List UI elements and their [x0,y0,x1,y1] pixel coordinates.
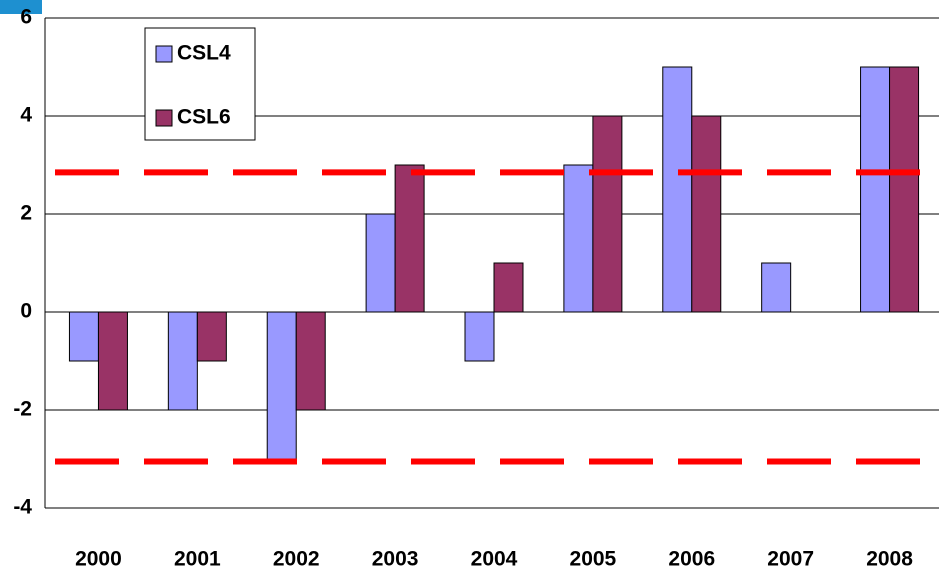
y-tick-label: -2 [13,398,32,421]
bar [464,311,495,362]
bar [394,164,425,313]
x-tick-label: 2001 [174,548,221,571]
bar [167,311,198,411]
bar [691,115,722,313]
bar [761,262,792,313]
corner-tab [0,0,42,14]
legend-label: CSL4 [177,42,231,65]
bar [97,311,128,411]
y-tick-label: 0 [20,300,32,323]
x-tick-label: 2004 [471,548,518,571]
bar [295,311,326,411]
legend-swatch [155,45,173,63]
bar [662,66,693,313]
legend-swatch [155,109,173,127]
bar [68,311,99,362]
bar [592,115,623,313]
bar [196,311,227,362]
x-tick-label: 2005 [570,548,617,571]
x-tick-label: 2008 [866,548,913,571]
bar [860,66,891,313]
bar [563,164,594,313]
legend-label: CSL6 [177,106,231,129]
y-tick-label: -4 [13,496,32,519]
y-tick-label: 2 [20,202,32,225]
x-tick-label: 2006 [668,548,715,571]
x-tick-label: 2000 [75,548,122,571]
y-tick-label: 4 [20,104,32,127]
bar [889,66,920,313]
x-tick-label: 2003 [372,548,419,571]
bar [493,262,524,313]
x-tick-label: 2007 [767,548,814,571]
bar [266,311,297,460]
x-tick-label: 2002 [273,548,320,571]
y-tick-label: 6 [20,6,32,29]
bar [365,213,396,313]
